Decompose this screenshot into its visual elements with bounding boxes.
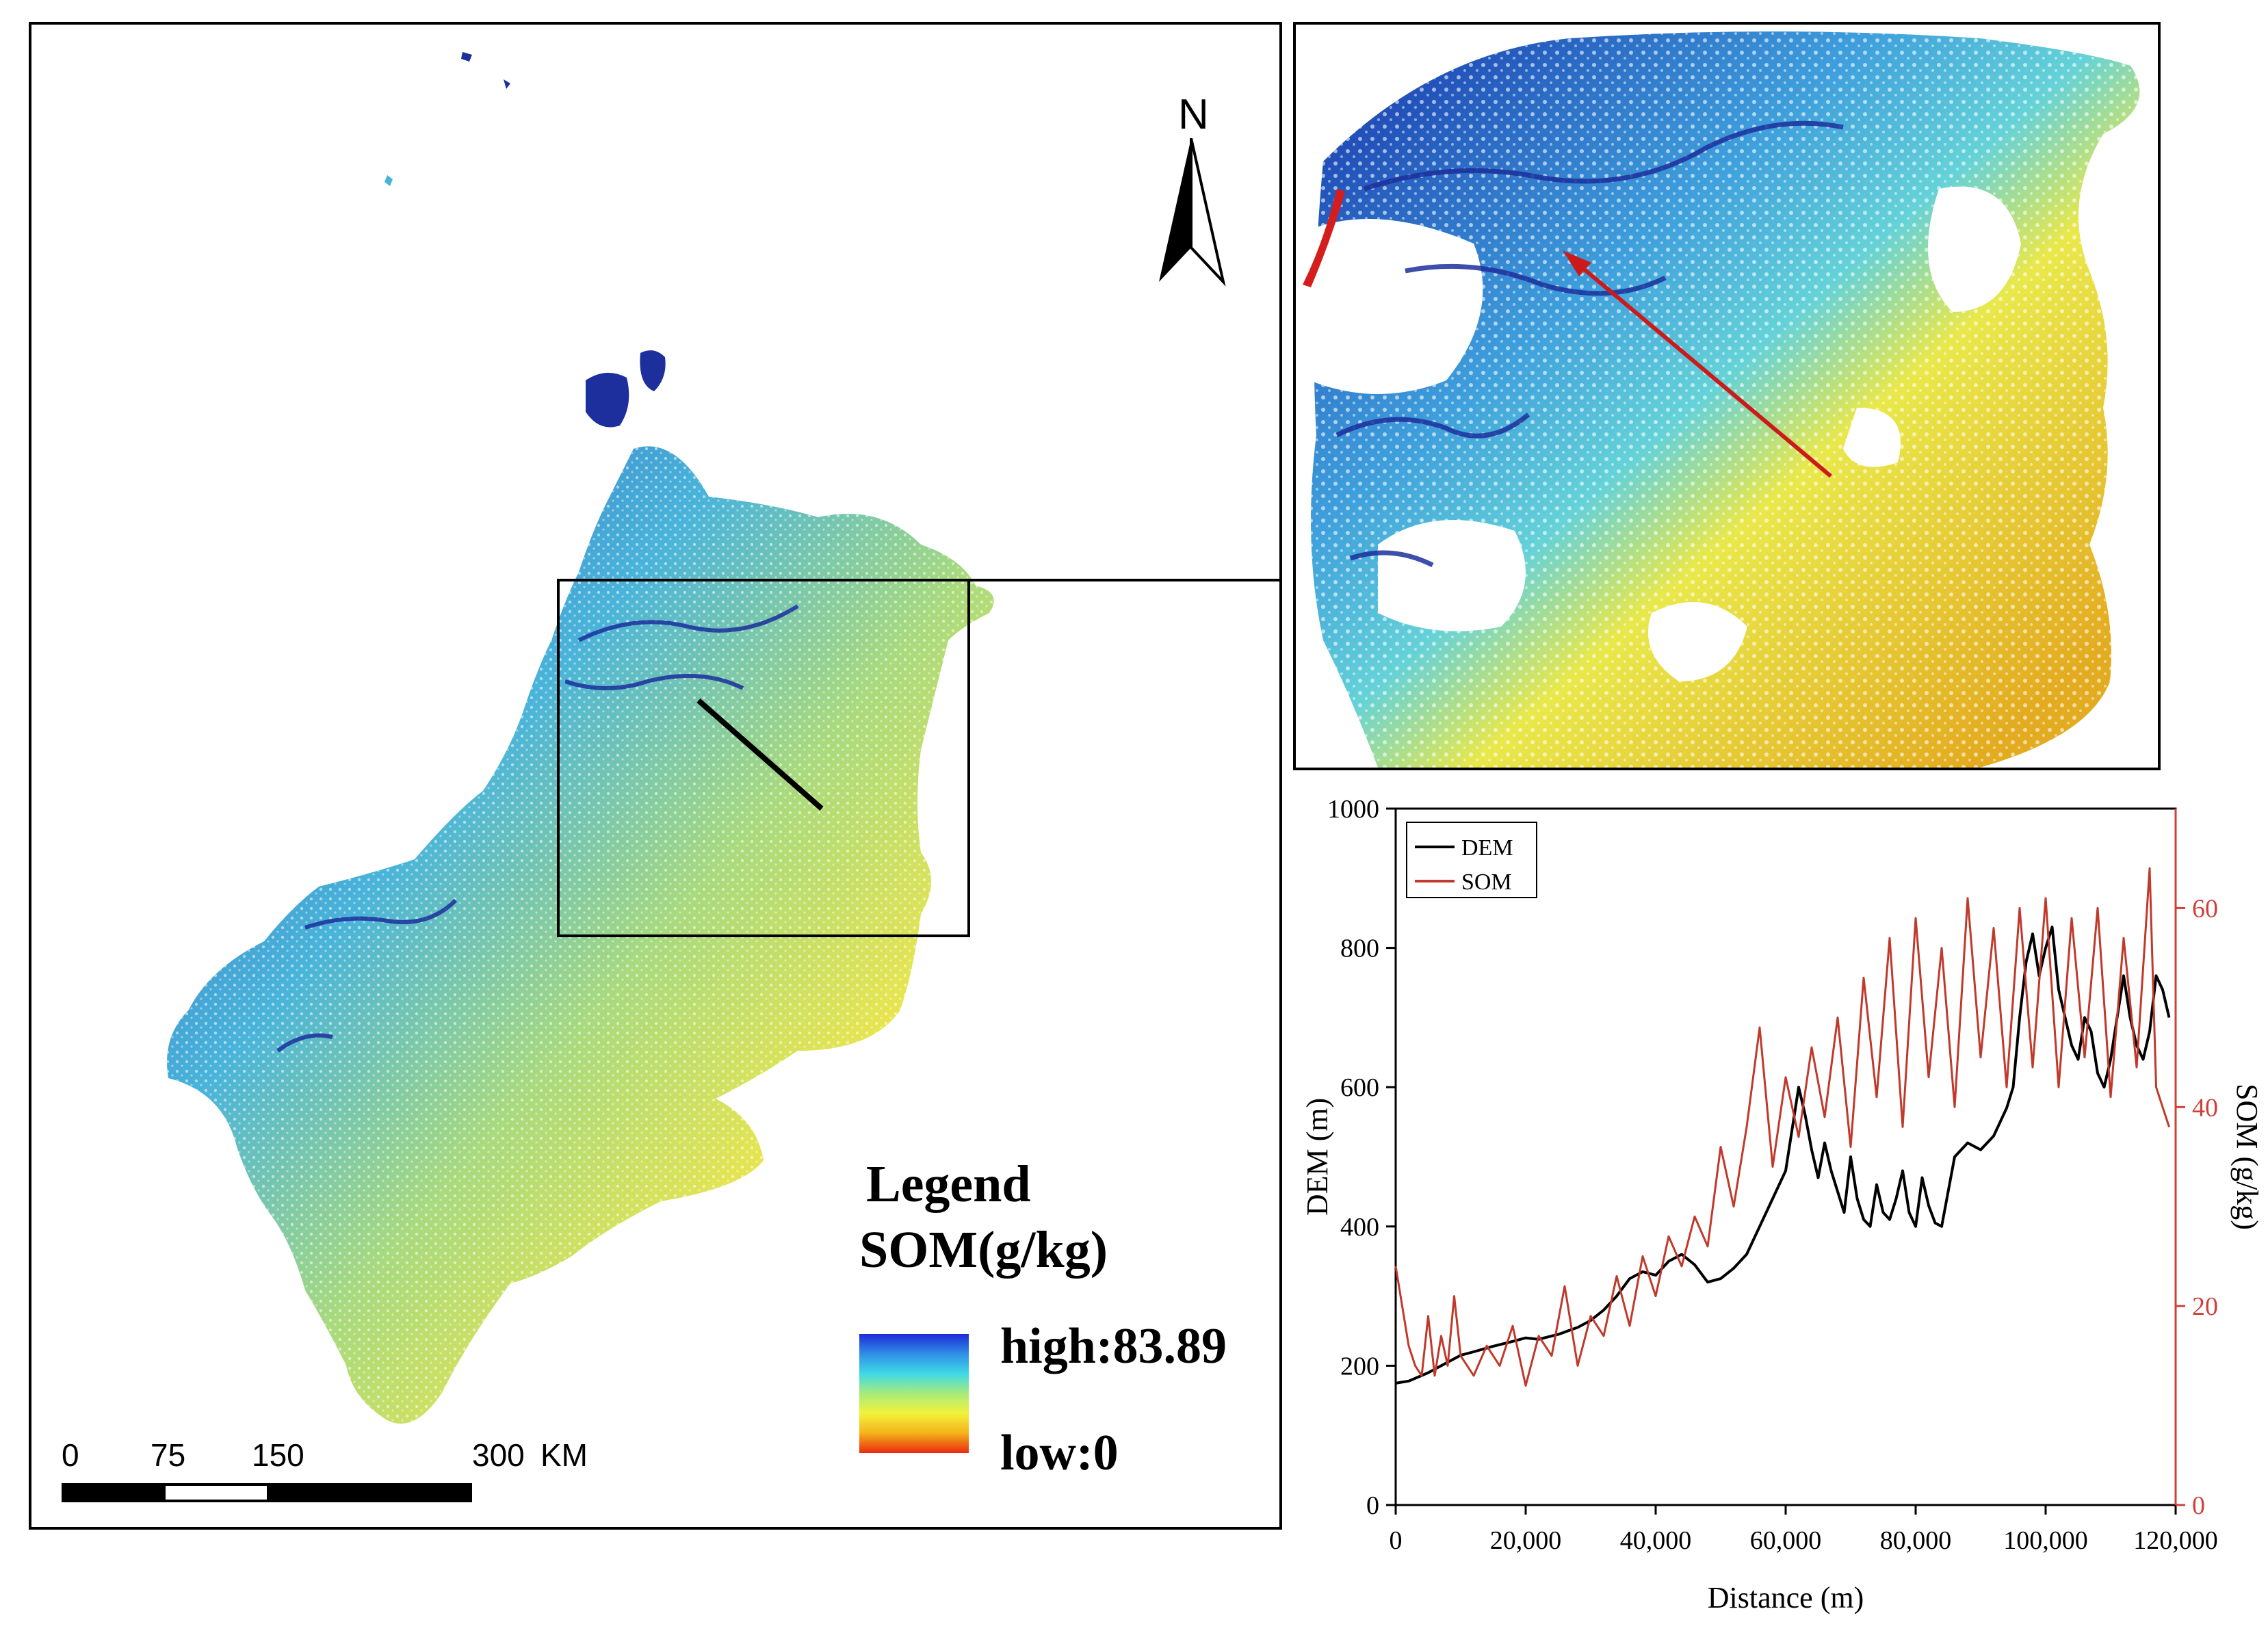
legend-color-ramp [859, 1334, 969, 1453]
north-label: N [1178, 91, 1209, 138]
study-area-box[interactable] [557, 579, 970, 937]
legend-title: Legend [866, 1155, 1031, 1213]
northern-islets [384, 52, 666, 428]
y-tick-label: 600 [1340, 1073, 1379, 1102]
scale-unit: KM [540, 1437, 588, 1473]
main-map-svg [167, 52, 1279, 1424]
x-tick-label: 0 [1390, 1526, 1403, 1555]
inset-river-network [1335, 120, 1844, 568]
transect-line [696, 698, 824, 811]
scale-tick-0: 0 [62, 1437, 79, 1473]
x-tick-label: 100,000 [2003, 1526, 2088, 1555]
legend-variable: SOM(g/kg) [859, 1221, 1108, 1279]
river-network-north [276, 604, 799, 1053]
dem-som-profile-chart: 0 20,000 40,000 60,000 80,000 100,000 120,000 0… [1301, 795, 2264, 1614]
y2-axis-label: SOM (g/kg) [2230, 1084, 2264, 1230]
legend: Legend SOM(g/kg) high:83.89 low:0 [859, 1155, 1270, 1483]
x-axis-label: Distance (m) [1708, 1581, 1864, 1614]
scale-tick-150: 150 [252, 1437, 304, 1473]
y-tick-label: 400 [1340, 1213, 1379, 1242]
y2-tick-label: 0 [2192, 1491, 2205, 1520]
legend-low-label: low:0 [1000, 1425, 1119, 1481]
x-tick-label: 80,000 [1880, 1526, 1952, 1555]
x-tick-label: 40,000 [1620, 1526, 1692, 1555]
y-tick-label: 800 [1340, 934, 1379, 963]
series-line-som [1394, 867, 2170, 1387]
inset-map-svg [1303, 31, 2140, 768]
inset-coastal-strip [1303, 189, 1345, 287]
inset-transect-line [1575, 261, 1832, 478]
x-tick-label: 60,000 [1750, 1526, 1822, 1555]
inset-map-panel[interactable] [1293, 22, 2161, 770]
north-arrow: N [1153, 90, 1229, 289]
y-tick-label: 1000 [1327, 795, 1379, 824]
x-tick-label: 20,000 [1490, 1526, 1562, 1555]
scale-bar: 0 75 150 300 KM [62, 1437, 588, 1519]
y2-tick-label: 40 [2192, 1093, 2218, 1122]
legend-high-label: high:83.89 [1000, 1318, 1227, 1374]
y-tick-label: 200 [1340, 1352, 1379, 1381]
inset-white-areas [1309, 186, 2021, 681]
plot-frame [1394, 807, 2177, 1506]
scale-tick-300: 300 [472, 1437, 525, 1473]
chart-panel: 0 20,000 40,000 60,000 80,000 100,000 120,000 0… [1286, 787, 2268, 1645]
y2-tick-label: 20 [2192, 1292, 2218, 1321]
scale-tick-75: 75 [151, 1437, 186, 1473]
inset-transect-arrowhead [1563, 250, 1591, 276]
chart-legend-box [1406, 822, 1537, 898]
y2-tick-label: 60 [2192, 894, 2218, 923]
x-tick-label: 120,000 [2133, 1526, 2218, 1555]
legend-label-dem: DEM [1461, 835, 1513, 861]
north-arrow-icon [1159, 138, 1226, 287]
legend-label-som: SOM [1461, 869, 1512, 895]
main-map-panel[interactable]: N Legend SOM(g/kg) high:83.89 low:0 0 75… [29, 22, 1282, 1530]
y-axis-label: DEM (m) [1301, 1098, 1334, 1216]
scale-bar-graphic [62, 1483, 472, 1502]
y-tick-label: 0 [1366, 1491, 1379, 1520]
